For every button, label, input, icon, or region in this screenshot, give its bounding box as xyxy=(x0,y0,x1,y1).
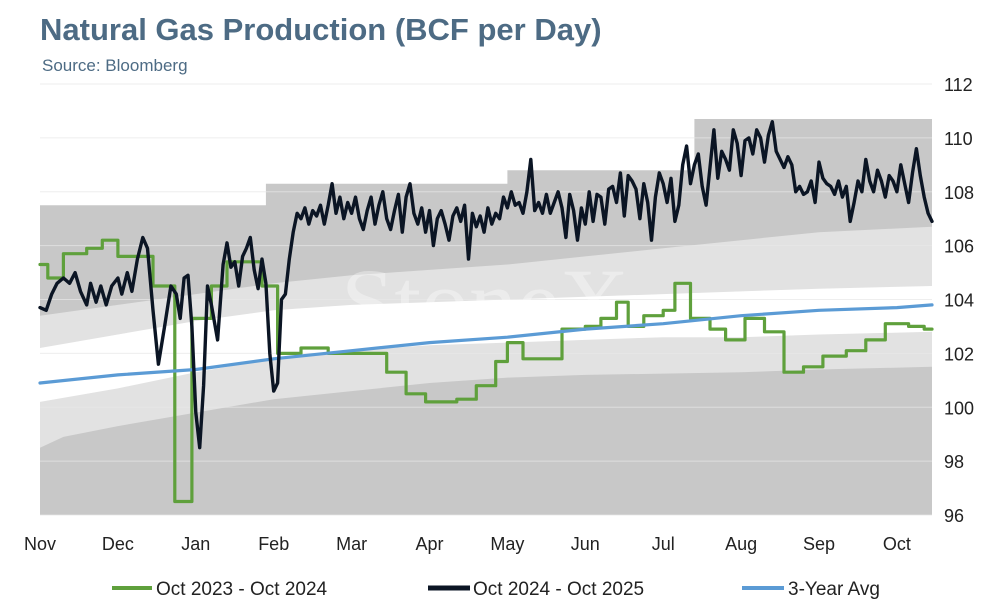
x-tick-label: May xyxy=(490,534,524,554)
x-tick-label: Feb xyxy=(258,534,289,554)
x-tick-label: Jan xyxy=(181,534,210,554)
y-axis: 96 98 100 102 104 106 108 110 112 xyxy=(944,75,974,526)
x-tick-label: Apr xyxy=(416,534,444,554)
x-tick-label: Mar xyxy=(336,534,367,554)
y-tick-label: 104 xyxy=(944,291,974,311)
y-tick-label: 110 xyxy=(944,129,973,149)
gridlines xyxy=(40,83,932,516)
y-tick-label: 112 xyxy=(944,75,973,95)
y-tick-label: 96 xyxy=(944,506,964,526)
legend-item-avg: 3-Year Avg xyxy=(742,579,880,600)
series-line-3yr-avg xyxy=(38,303,934,385)
series-line-2023 xyxy=(38,238,934,504)
y-tick-label: 102 xyxy=(944,344,974,364)
y-tick-label: 98 xyxy=(944,452,964,472)
x-axis: Nov Dec Jan Feb Mar Apr May Jun Jul Aug Sep Oct xyxy=(24,534,911,554)
legend-label-2023: Oct 2023 - Oct 2024 xyxy=(156,579,328,600)
x-tick-label: Nov xyxy=(24,534,56,554)
band-inner-white xyxy=(40,286,932,402)
x-tick-label: Sep xyxy=(803,534,835,554)
series-line-2024 xyxy=(38,120,934,450)
x-tick-label: Dec xyxy=(102,534,134,554)
x-tick-label: Jul xyxy=(652,534,675,554)
y-tick-label: 100 xyxy=(944,398,974,418)
chart-title: Natural Gas Production (BCF per Day) xyxy=(40,12,602,47)
legend-item-2024: Oct 2024 - Oct 2025 xyxy=(428,579,644,600)
series-lines xyxy=(38,120,934,504)
y-tick-label: 106 xyxy=(944,237,974,257)
legend-label-avg: 3-Year Avg xyxy=(788,579,880,600)
chart-source: Source: Bloomberg xyxy=(42,56,188,75)
legend-label-2024: Oct 2024 - Oct 2025 xyxy=(473,579,644,600)
legend-item-2023: Oct 2023 - Oct 2024 xyxy=(112,579,328,600)
x-tick-label: Oct xyxy=(883,534,911,554)
legend: Oct 2023 - Oct 2024 Oct 2024 - Oct 2025 … xyxy=(112,579,880,600)
y-tick-label: 108 xyxy=(944,183,974,203)
x-tick-label: Jun xyxy=(571,534,600,554)
x-tick-label: Aug xyxy=(725,534,757,554)
